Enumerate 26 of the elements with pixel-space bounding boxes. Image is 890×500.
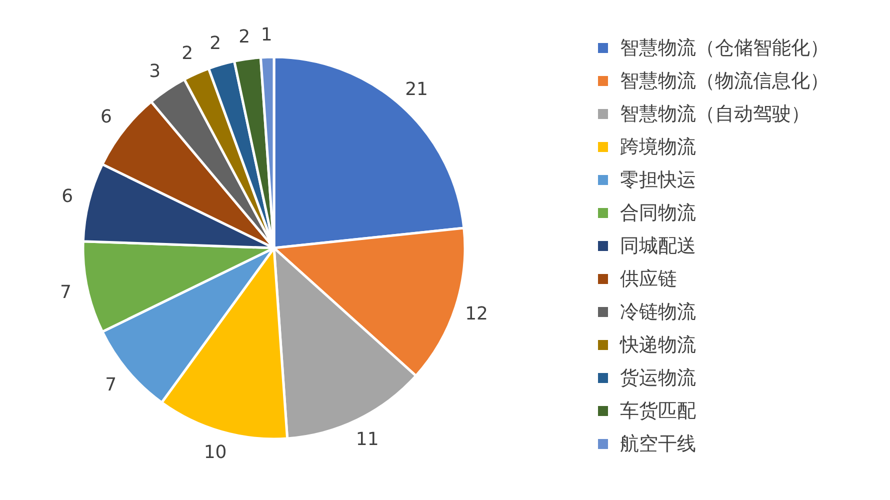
legend-label: 车货匹配 — [620, 400, 696, 422]
legend-label: 跨境物流 — [620, 136, 696, 158]
data-label: 11 — [356, 428, 379, 450]
data-label: 7 — [60, 282, 72, 303]
legend-label: 供应链 — [620, 268, 677, 290]
legend-label: 航空干线 — [620, 433, 696, 455]
legend-label: 合同物流 — [620, 202, 696, 224]
data-label: 2 — [238, 26, 250, 48]
data-label: 10 — [204, 442, 227, 464]
data-label: 7 — [105, 374, 117, 396]
legend-label: 智慧物流（物流信息化） — [620, 70, 829, 92]
data-label: 6 — [100, 106, 112, 128]
data-label: 2 — [210, 32, 222, 54]
data-label: 2 — [182, 42, 194, 64]
legend-label: 同城配送 — [620, 235, 696, 257]
legend-label: 智慧物流（仓储智能化） — [620, 37, 829, 59]
legend-label: 智慧物流（自动驾驶） — [620, 103, 810, 125]
legend-label: 零担快运 — [620, 169, 696, 191]
data-label: 21 — [405, 79, 428, 100]
data-label: 6 — [62, 186, 74, 207]
data-label: 3 — [149, 60, 161, 82]
legend-label: 冷链物流 — [620, 301, 696, 323]
legend-label: 货运物流 — [620, 367, 696, 389]
legend-label: 快递物流 — [619, 334, 696, 356]
data-label: 12 — [465, 303, 488, 324]
data-label: 1 — [260, 24, 272, 46]
